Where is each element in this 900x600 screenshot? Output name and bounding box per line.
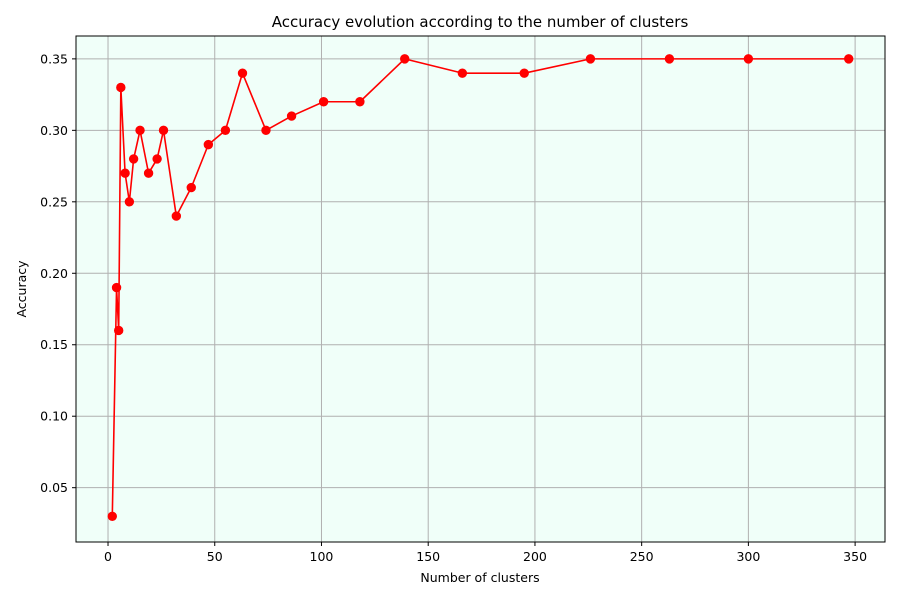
data-point: [128, 154, 139, 164]
y-tick-label: 0.30: [40, 123, 68, 138]
x-tick-label: 200: [523, 549, 547, 564]
x-tick-label: 0: [104, 549, 112, 564]
data-point: [743, 54, 754, 64]
x-tick-label: 250: [630, 549, 654, 564]
data-point: [186, 182, 196, 193]
data-point: [152, 154, 162, 164]
data-point: [355, 97, 365, 107]
data-point: [519, 68, 529, 78]
data-point: [457, 68, 468, 78]
data-point: [143, 168, 154, 178]
x-tick-label: 150: [416, 549, 440, 564]
y-tick-label: 0.10: [40, 409, 68, 424]
data-point: [286, 111, 297, 121]
data-point: [585, 54, 596, 64]
y-tick-label: 0.25: [40, 194, 68, 209]
x-axis-label: Number of clusters: [420, 570, 539, 585]
data-point: [158, 125, 169, 136]
data-point: [220, 125, 231, 136]
x-tick-label: 300: [736, 549, 760, 564]
data-point: [124, 197, 135, 207]
plot-area: [76, 36, 885, 542]
data-point: [171, 211, 182, 221]
data-point: [113, 325, 124, 336]
data-point: [111, 282, 122, 293]
x-tick-label: 100: [310, 549, 334, 564]
data-point: [135, 125, 145, 136]
data-point: [664, 54, 675, 64]
data-point: [203, 139, 214, 150]
x-axis: 0 50 100 150 200 250 300 350: [104, 542, 867, 564]
chart-title: Accuracy evolution according to the numb…: [272, 13, 689, 31]
y-axis: 0.05 0.10 0.15 0.20 0.25 0.30 0.35: [40, 51, 76, 495]
data-point: [116, 82, 126, 93]
y-tick-label: 0.20: [40, 266, 68, 281]
data-point: [261, 125, 271, 136]
data-series: [107, 54, 854, 521]
plot-frame: [75, 35, 886, 543]
x-tick-label: 50: [207, 549, 223, 564]
data-point: [237, 68, 248, 78]
x-tick-label: 350: [843, 549, 867, 564]
y-tick-label: 0.35: [40, 51, 68, 66]
data-point: [400, 54, 410, 64]
data-point: [318, 97, 329, 107]
grid-lines: [76, 36, 885, 542]
y-tick-label: 0.15: [40, 337, 68, 352]
data-point: [844, 54, 854, 64]
data-point: [120, 168, 130, 178]
y-tick-label: 0.05: [40, 480, 68, 495]
data-point: [107, 511, 117, 521]
y-axis-label: Accuracy: [14, 260, 29, 318]
